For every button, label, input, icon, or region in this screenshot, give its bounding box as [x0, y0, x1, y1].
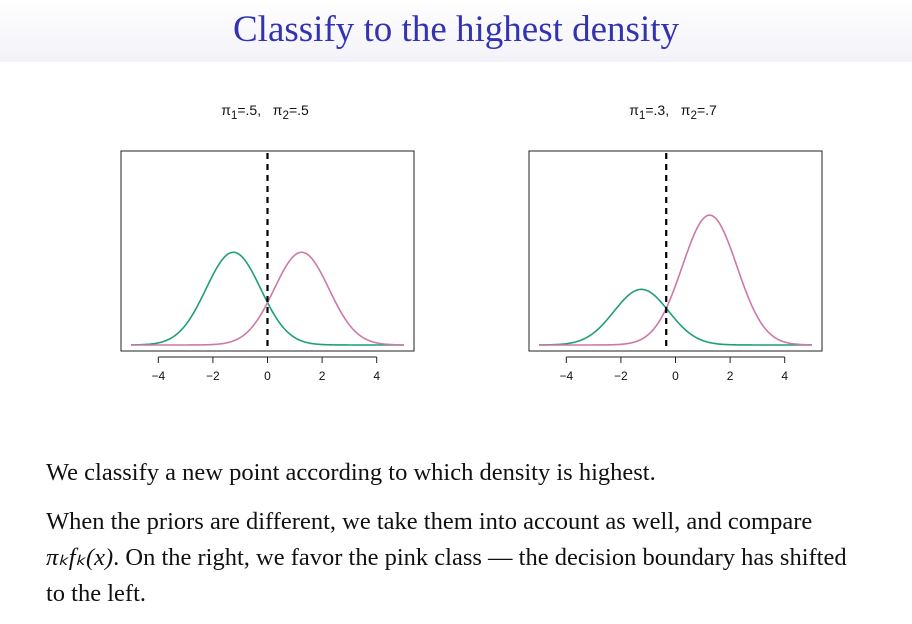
x-tick-label: 4 — [373, 369, 380, 383]
title-val-1: =.3, — [645, 102, 681, 118]
density-curve-2 — [539, 214, 813, 346]
panel-title: π1=.5, π2=.5 — [100, 102, 430, 122]
x-tick-label: −2 — [614, 369, 628, 383]
x-tick-label: −4 — [151, 369, 165, 383]
title-pi-1: π — [221, 102, 231, 118]
title-val-2: =.5 — [288, 102, 309, 118]
title-sub-1: 1 — [230, 108, 238, 122]
density-curve-2 — [131, 251, 405, 346]
plot-frame — [528, 150, 823, 352]
x-tick-label: 2 — [727, 369, 734, 383]
plot-svg: −4 −2 0 2 4 — [528, 150, 823, 383]
panel-title: π1=.3, π2=.7 — [508, 102, 838, 122]
x-tick-label: −4 — [559, 369, 573, 383]
x-tick-label: 4 — [781, 369, 788, 383]
paragraph-2-part-1: When the priors are different, we take t… — [46, 508, 813, 535]
title-pi-2: π — [272, 102, 283, 118]
header-band — [0, 0, 912, 62]
slide-title: Classify to the highest density — [232, 9, 680, 50]
plot-svg: −4 −2 0 2 4 — [120, 150, 415, 383]
x-tick-label: 0 — [264, 369, 271, 383]
title-pi-2: π — [680, 102, 691, 118]
x-tick-label: 2 — [319, 369, 326, 383]
title-sub-2: 2 — [282, 108, 289, 122]
title-sub-1: 1 — [638, 108, 646, 122]
x-tick-label: −2 — [206, 369, 220, 383]
title-sub-2: 2 — [690, 108, 697, 122]
x-tick-label: 0 — [672, 369, 679, 383]
paragraph-2-math: πₖfₖ(x) — [46, 544, 114, 571]
paragraph-2-part-2: . On the right, we favor the pink class … — [46, 544, 847, 607]
density-plot-equal-priors: π1=.5, π2=.5 −4 −2 0 2 4 — [100, 96, 430, 396]
paragraph-1: We classify a new point according to whi… — [46, 459, 656, 486]
plot-frame — [120, 150, 415, 352]
density-curve-1 — [538, 288, 812, 346]
title-val-2: =.7 — [696, 102, 717, 118]
density-plot-unequal-priors: π1=.3, π2=.7 −4 −2 0 2 4 — [508, 96, 838, 396]
title-val-1: =.5, — [237, 102, 273, 118]
title-pi-1: π — [629, 102, 639, 118]
paragraph-2: When the priors are different, we take t… — [46, 504, 866, 612]
